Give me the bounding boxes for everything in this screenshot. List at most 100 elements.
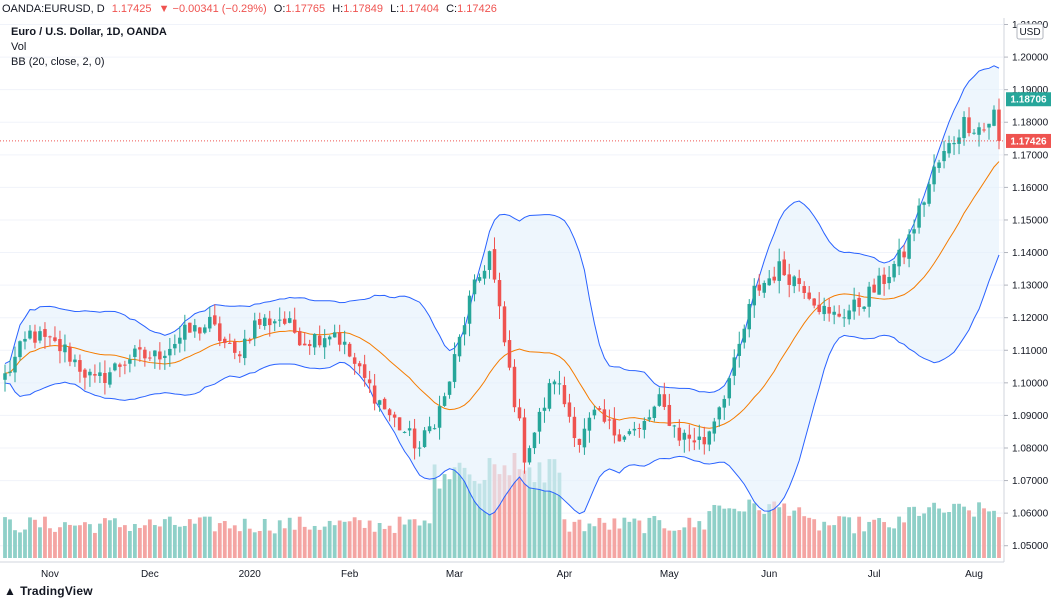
volume-bar bbox=[412, 519, 417, 558]
volume-bar bbox=[937, 508, 941, 558]
volume-bar bbox=[28, 517, 32, 558]
price-tick-label: 1.12000 bbox=[1012, 313, 1049, 324]
volume-bar bbox=[207, 516, 212, 558]
volume-bar bbox=[48, 528, 52, 558]
time-tick-label: May bbox=[660, 569, 679, 580]
legend-vol[interactable]: Vol bbox=[11, 41, 27, 53]
candle-body bbox=[178, 337, 182, 344]
volume-bar bbox=[977, 502, 981, 558]
candle-body bbox=[183, 324, 187, 340]
candle-body bbox=[947, 143, 951, 154]
volume-bar bbox=[247, 528, 252, 558]
volume-bar bbox=[63, 522, 67, 558]
volume-bar bbox=[237, 531, 242, 558]
volume-bar bbox=[642, 533, 647, 558]
volume-bar bbox=[767, 504, 772, 558]
volume-bar bbox=[862, 531, 867, 558]
candle-body bbox=[282, 318, 287, 324]
volume-bar bbox=[927, 507, 931, 558]
volume-bar bbox=[592, 526, 597, 558]
candle-body bbox=[18, 341, 22, 358]
candle-body bbox=[807, 292, 811, 299]
candle-body bbox=[452, 354, 457, 382]
bb-fill bbox=[5, 65, 1000, 515]
candle-body bbox=[292, 319, 297, 333]
candle-body bbox=[662, 394, 667, 407]
candle-body bbox=[357, 363, 362, 367]
price-tick-label: 1.17000 bbox=[1012, 150, 1049, 161]
open-value: 1.17765 bbox=[285, 3, 326, 15]
volume-bar bbox=[597, 517, 602, 558]
candle-body bbox=[447, 381, 452, 395]
volume-bar bbox=[827, 525, 832, 558]
legend-title[interactable]: Euro / U.S. Dollar, 1D, OANDA bbox=[11, 26, 167, 38]
volume-bar bbox=[742, 511, 747, 558]
volume-bar bbox=[547, 459, 552, 558]
currency-button[interactable]: USD bbox=[1016, 23, 1044, 40]
candle-body bbox=[732, 357, 737, 376]
volume-bar bbox=[527, 467, 532, 558]
volume-bar bbox=[88, 524, 92, 558]
candle-body bbox=[138, 347, 142, 350]
volume-bar bbox=[462, 467, 467, 558]
candle-body bbox=[233, 341, 237, 353]
candle-body bbox=[223, 338, 227, 344]
price-tick-label: 1.16000 bbox=[1012, 183, 1049, 194]
candle-body bbox=[277, 319, 282, 321]
volume-bar bbox=[877, 518, 882, 558]
candle-body bbox=[607, 419, 612, 421]
volume-bar bbox=[497, 474, 502, 558]
volume-bar bbox=[907, 507, 911, 558]
price-tick-label: 1.18000 bbox=[1012, 118, 1049, 129]
high-label: H: bbox=[332, 3, 344, 15]
candle-body bbox=[257, 319, 262, 325]
candle-body bbox=[407, 428, 412, 431]
volume-bar bbox=[922, 513, 926, 558]
close-value: 1.17426 bbox=[457, 3, 497, 15]
candle-body bbox=[857, 297, 861, 308]
candlesticks bbox=[3, 98, 1001, 474]
symbol-label[interactable]: OANDA:EURUSD, D bbox=[2, 3, 105, 15]
volume-bar bbox=[232, 525, 237, 558]
candle-body bbox=[387, 409, 392, 416]
volume-bar bbox=[192, 523, 197, 558]
volume-bar bbox=[577, 519, 582, 558]
candle-body bbox=[872, 284, 876, 293]
price-tag-current bbox=[1006, 92, 1051, 107]
volume-bar bbox=[142, 525, 147, 558]
candle-body bbox=[123, 364, 127, 366]
volume-bar bbox=[967, 510, 971, 558]
volume-bar bbox=[332, 525, 337, 558]
candle-body bbox=[437, 406, 442, 428]
volume-bar bbox=[287, 517, 292, 558]
volume-bar bbox=[427, 523, 432, 558]
price-change: ▼ −0.00341 (−0.29%) bbox=[158, 3, 267, 15]
volume-bar bbox=[342, 521, 347, 558]
price-tag-current-label: 1.18706 bbox=[1010, 95, 1047, 106]
candle-body bbox=[952, 142, 956, 145]
volume-bar bbox=[517, 469, 522, 558]
volume-bar bbox=[522, 470, 527, 558]
volume-bar bbox=[757, 510, 762, 558]
time-tick-label: Nov bbox=[41, 569, 59, 580]
tradingview-logo[interactable]: ▲ TradingView bbox=[4, 584, 93, 598]
time-axis[interactable]: Nov Dec 2020 Feb Mar Apr May Jun Jul Aug bbox=[41, 569, 983, 580]
volume-bar bbox=[3, 517, 7, 558]
volume-bar bbox=[762, 513, 767, 558]
volume-bar bbox=[732, 508, 737, 558]
candle-body bbox=[642, 421, 647, 430]
volume-bar bbox=[992, 510, 996, 558]
candle-body bbox=[63, 344, 67, 353]
volume-bar bbox=[137, 527, 142, 558]
volume-bar bbox=[172, 524, 177, 558]
volume-bar bbox=[432, 464, 437, 558]
legend-bb[interactable]: BB (20, close, 2, 0) bbox=[11, 56, 105, 68]
volume-bar bbox=[657, 520, 662, 558]
candle-body bbox=[802, 286, 806, 293]
price-tick-label: 1.10000 bbox=[1012, 378, 1049, 389]
volume-bar bbox=[857, 516, 862, 558]
candle-body bbox=[652, 406, 657, 418]
candle-body bbox=[637, 427, 642, 429]
candle-body bbox=[537, 411, 542, 432]
